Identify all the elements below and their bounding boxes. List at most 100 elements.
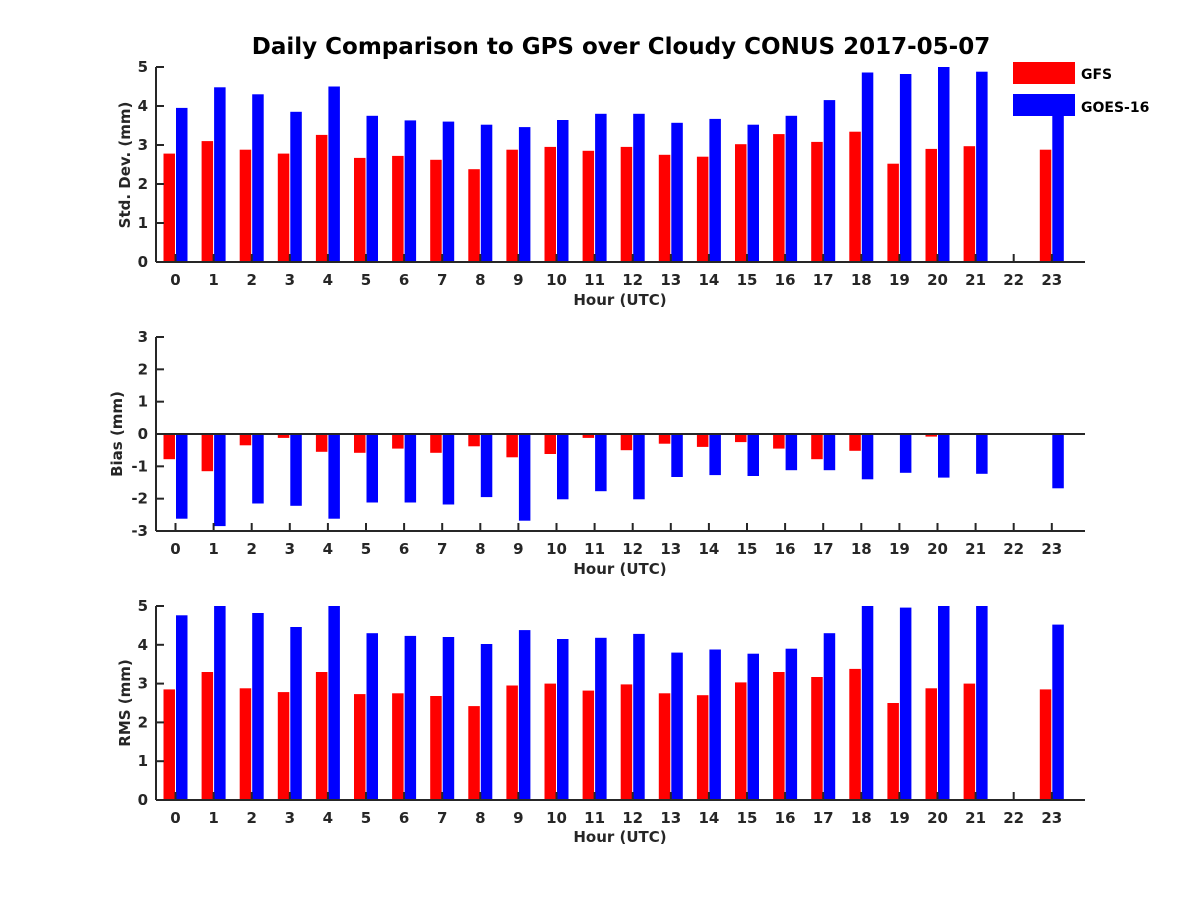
- bias-x-tick-label: 6: [399, 540, 409, 558]
- rms-bar-gfs-8: [468, 706, 480, 800]
- bias-y-tick-label: -1: [131, 457, 148, 475]
- rms-bar-goes16-15: [747, 653, 759, 800]
- chart-title: Daily Comparison to GPS over Cloudy CONU…: [252, 34, 990, 60]
- rms-bar-goes16-0: [176, 615, 188, 800]
- std-dev-bar-goes16-12: [633, 113, 645, 262]
- bias-y-tick-label: -3: [131, 522, 148, 540]
- bias-x-tick-label: 16: [775, 540, 796, 558]
- rms-x-tick-label: 13: [660, 809, 681, 827]
- bias-y-tick-label: 2: [138, 360, 148, 378]
- std-dev-bar-goes16-20: [938, 67, 950, 262]
- std-dev-bar-goes16-23: [1052, 109, 1064, 263]
- rms-bar-goes16-12: [633, 633, 645, 800]
- rms-bar-goes16-23: [1052, 624, 1064, 800]
- std-dev-x-tick-label: 14: [698, 271, 719, 289]
- rms-y-tick-label: 3: [138, 675, 148, 693]
- bias-bar-goes16-12: [633, 434, 645, 500]
- bias-bar-goes16-9: [518, 434, 531, 521]
- std-dev-y-axis-label: Std. Dev. (mm): [116, 102, 134, 229]
- rms-bar-gfs-6: [392, 693, 404, 800]
- rms-bar-goes16-10: [557, 639, 569, 800]
- rms-x-tick-label: 20: [927, 809, 948, 827]
- bias-bar-goes16-7: [442, 434, 455, 505]
- bias-bar-gfs-9: [506, 434, 518, 458]
- std-dev-x-tick-label: 3: [285, 271, 295, 289]
- std-dev-bar-goes16-4: [328, 86, 340, 262]
- std-dev-bar-goes16-11: [595, 113, 607, 262]
- rms-bar-gfs-12: [620, 684, 633, 800]
- rms-bar-gfs-16: [773, 672, 785, 800]
- std-dev-bar-gfs-21: [963, 146, 976, 262]
- bias-x-tick-label: 12: [622, 540, 643, 558]
- bias-bar-gfs-4: [315, 434, 328, 452]
- bias-bar-gfs-6: [392, 434, 404, 449]
- std-dev-bar-goes16-9: [518, 127, 531, 262]
- rms-bar-gfs-13: [658, 693, 671, 800]
- rms-bar-goes16-13: [671, 652, 683, 800]
- bias-x-tick-label: 3: [285, 540, 295, 558]
- rms-x-tick-label: 18: [851, 809, 872, 827]
- bias-bar-goes16-1: [214, 434, 226, 527]
- std-dev-x-tick-label: 6: [399, 271, 409, 289]
- std-dev-x-tick-label: 9: [513, 271, 523, 289]
- rms-x-tick-label: 9: [513, 809, 523, 827]
- bias-bar-gfs-8: [468, 434, 480, 447]
- std-dev-bar-goes16-16: [785, 115, 798, 263]
- bias-bar-goes16-21: [976, 434, 988, 474]
- bias-x-tick-label: 5: [361, 540, 371, 558]
- std-dev-y-tick-label: 4: [138, 97, 148, 115]
- rms-bar-gfs-19: [887, 703, 899, 800]
- std-dev-bar-gfs-8: [468, 169, 480, 262]
- rms-bar-gfs-20: [925, 688, 937, 800]
- rms-x-tick-label: 7: [437, 809, 447, 827]
- bias-x-tick-label: 0: [170, 540, 180, 558]
- std-dev-x-tick-label: 8: [475, 271, 485, 289]
- bias-bar-gfs-12: [620, 434, 633, 451]
- bias-bar-gfs-10: [544, 434, 556, 454]
- rms-x-tick-label: 8: [475, 809, 485, 827]
- rms-x-tick-label: 6: [399, 809, 409, 827]
- bias-bar-gfs-13: [658, 434, 671, 444]
- legend-label-goes16: GOES-16: [1081, 100, 1149, 116]
- std-dev-x-tick-label: 16: [775, 271, 796, 289]
- rms-x-tick-label: 2: [246, 809, 256, 827]
- rms-bar-gfs-4: [315, 672, 328, 800]
- rms-x-tick-label: 11: [584, 809, 605, 827]
- std-dev-bar-gfs-18: [849, 131, 861, 262]
- bias-bar-gfs-3: [277, 434, 290, 438]
- rms-bar-gfs-15: [735, 682, 747, 800]
- bias-bar-goes16-13: [671, 434, 683, 477]
- rms-bar-gfs-2: [239, 688, 252, 800]
- bias-bar-gfs-17: [811, 434, 823, 460]
- bias-bar-gfs-16: [773, 434, 785, 449]
- bias-bar-goes16-2: [252, 434, 264, 504]
- rms-x-tick-label: 23: [1041, 809, 1062, 827]
- rms-x-tick-label: 1: [208, 809, 218, 827]
- std-dev-y-tick-label: 2: [138, 175, 148, 193]
- bias-x-tick-label: 22: [1003, 540, 1024, 558]
- std-dev-bar-goes16-1: [214, 87, 226, 262]
- rms-bar-goes16-16: [785, 648, 798, 800]
- std-dev-x-tick-label: 21: [965, 271, 986, 289]
- bias-bar-goes16-23: [1052, 434, 1064, 489]
- rms-bar-gfs-14: [696, 695, 709, 800]
- rms-bar-goes16-7: [442, 637, 455, 800]
- std-dev-bar-goes16-13: [671, 122, 683, 262]
- std-dev-bar-goes16-0: [176, 107, 188, 263]
- bias-x-tick-label: 9: [513, 540, 523, 558]
- std-dev-bar-goes16-5: [366, 115, 378, 263]
- bias-x-tick-label: 20: [927, 540, 948, 558]
- bias-bar-goes16-16: [785, 434, 798, 471]
- bias-x-tick-label: 7: [437, 540, 447, 558]
- rms-x-tick-label: 19: [889, 809, 910, 827]
- std-dev-bar-gfs-23: [1039, 149, 1052, 262]
- std-dev-x-tick-label: 2: [246, 271, 256, 289]
- rms-y-tick-label: 2: [138, 713, 148, 731]
- bias-x-tick-label: 10: [546, 540, 567, 558]
- std-dev-bar-goes16-8: [480, 124, 493, 262]
- std-dev-bar-gfs-7: [430, 159, 442, 262]
